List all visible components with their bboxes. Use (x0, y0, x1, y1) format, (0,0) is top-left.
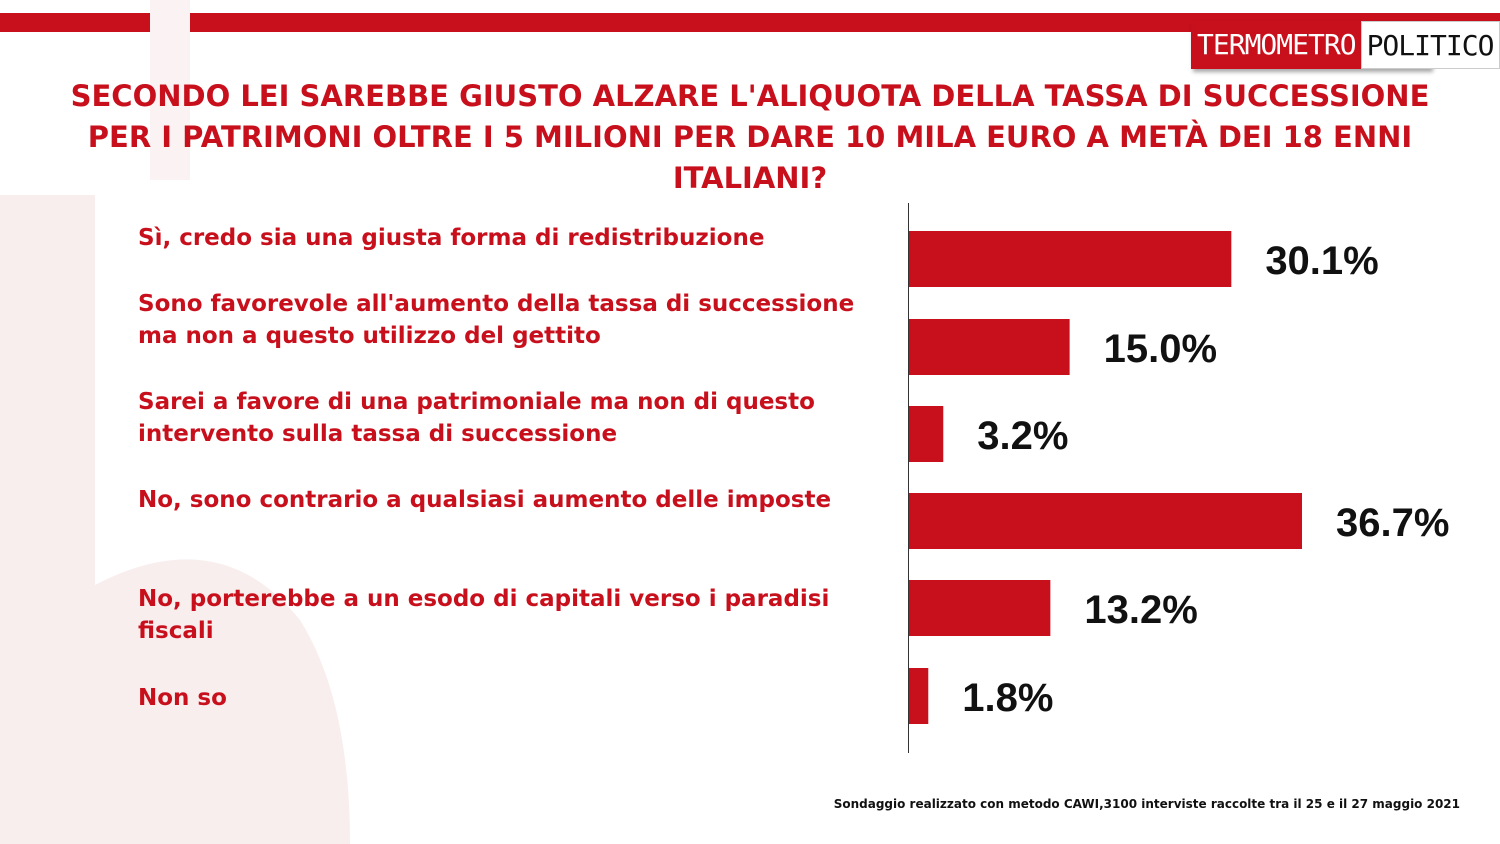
category-label-4: No, sono contrario a qualsiasi aumento d… (138, 487, 832, 513)
value-label-3: 3.2% (977, 414, 1068, 458)
value-label-5: 13.2% (1084, 588, 1197, 632)
top-accent-bar (0, 13, 1500, 32)
bar-2 (909, 319, 1070, 375)
category-label-2: Sono favorevole all'aumento della tassa … (138, 291, 855, 349)
category-label-6: Non so (138, 685, 227, 711)
category-label-5: No, porterebbe a un esodo di capitali ve… (138, 586, 830, 644)
value-label-4: 36.7% (1336, 501, 1449, 545)
termometro-politico-logo: TERMOMETRO POLITICO (1191, 21, 1500, 69)
bar-6 (909, 668, 929, 724)
y-axis-line (908, 203, 909, 753)
bar-1 (909, 231, 1232, 287)
bar-3 (909, 406, 944, 462)
category-label-3: Sarei a favore di una patrimoniale ma no… (138, 389, 815, 447)
bar-5 (909, 580, 1051, 636)
value-label-6: 1.8% (962, 676, 1053, 720)
bar-4 (909, 493, 1302, 549)
category-label-1: Sì, credo sia una giusta forma di redist… (138, 225, 765, 251)
value-label-1: 30.1% (1265, 239, 1378, 283)
footnote: Sondaggio realizzato con metodo CAWI,310… (833, 797, 1460, 811)
value-label-2: 15.0% (1104, 327, 1217, 371)
logo-left-text: TERMOMETRO (1191, 21, 1361, 69)
logo-right-text: POLITICO (1360, 21, 1500, 69)
chart-title: SECONDO LEI SAREBBE GIUSTO ALZARE L'ALIQ… (70, 79, 1430, 195)
